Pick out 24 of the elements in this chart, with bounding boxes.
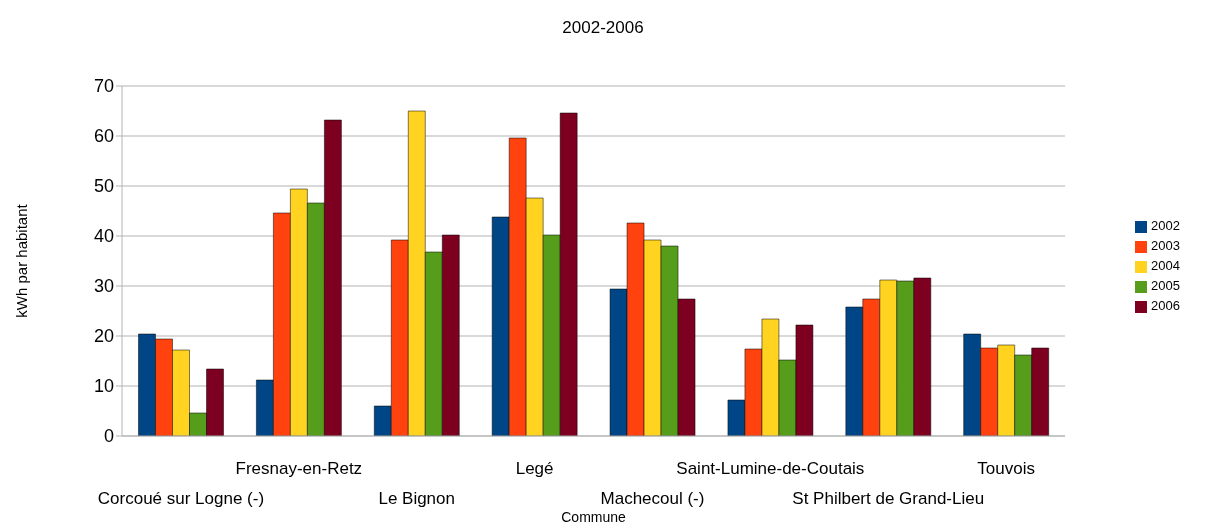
x-axis-title: Commune — [561, 509, 627, 525]
y-tick-label: 60 — [93, 126, 114, 147]
legend-label: 2002 — [1151, 218, 1180, 233]
legend-label: 2005 — [1151, 278, 1180, 293]
y-tick-label: 50 — [93, 176, 114, 197]
y-tick-label: 20 — [93, 326, 114, 347]
y-tick-label: 30 — [93, 276, 114, 297]
y-tick-label: 40 — [93, 226, 114, 247]
x-tick-label: Legé — [515, 459, 554, 478]
x-tick-label: Saint-Lumine-de-Coutais — [676, 459, 865, 478]
x-tick-label: Touvois — [977, 459, 1035, 478]
x-tick-label: Le Bignon — [378, 489, 455, 508]
x-tick-label: Machecoul (-) — [600, 489, 705, 508]
x-tick-label: Fresnay-en-Retz — [235, 459, 363, 478]
y-axis-title: kWh par habitant — [13, 203, 31, 318]
x-tick-label: St Philbert de Grand-Lieu — [792, 489, 985, 508]
legend-label: 2003 — [1151, 238, 1180, 253]
legend-label: 2006 — [1151, 298, 1180, 313]
x-tick-label: Corcoué sur Logne (-) — [97, 489, 265, 508]
y-tick-label: 70 — [93, 76, 114, 97]
legend-label: 2004 — [1151, 258, 1180, 273]
y-tick-label: 10 — [93, 376, 114, 397]
y-tick-label: 0 — [103, 426, 114, 447]
chart-title: 2002-2006 — [561, 18, 645, 38]
